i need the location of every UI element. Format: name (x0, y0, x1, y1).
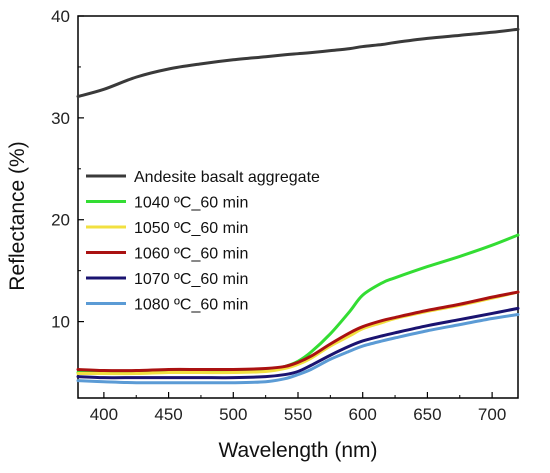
axis-ticks (78, 15, 493, 398)
x-tick-label: 650 (413, 405, 441, 424)
legend-label: 1040 ºC_60 min (134, 195, 248, 212)
legend-label: 1050 ºC_60 min (134, 220, 248, 237)
legend-label: 1080 ºC_60 min (134, 297, 248, 314)
x-tick-label: 500 (219, 405, 247, 424)
y-tick-label: 40 (51, 7, 70, 26)
x-tick-label: 550 (284, 405, 312, 424)
legend-label: 1060 ºC_60 min (134, 246, 248, 263)
x-tick-label: 700 (478, 405, 506, 424)
y-axis-title: Reflectance (%) (6, 141, 29, 290)
series-line-5 (76, 312, 520, 385)
legend-label: Andesite basalt aggregate (134, 169, 320, 186)
series-lines (76, 27, 520, 385)
x-axis-title: Wavelength (nm) (218, 439, 377, 462)
legend-label: 1070 ºC_60 min (134, 271, 248, 288)
x-tick-label: 450 (154, 405, 182, 424)
x-tick-label: 400 (90, 405, 118, 424)
y-tick-label: 20 (51, 211, 70, 230)
series-line-4 (76, 306, 520, 380)
y-tick-label: 30 (51, 109, 70, 128)
y-tick-label: 10 (51, 313, 70, 332)
series-line-0 (76, 27, 520, 98)
x-tick-label: 600 (349, 405, 377, 424)
series-line-3 (76, 290, 520, 373)
legend: Andesite basalt aggregate 1040 ºC_60 min 1… (86, 169, 320, 314)
tick-labels: 400 450 500 550 600 650 700 10 20 30 40 (51, 7, 506, 424)
